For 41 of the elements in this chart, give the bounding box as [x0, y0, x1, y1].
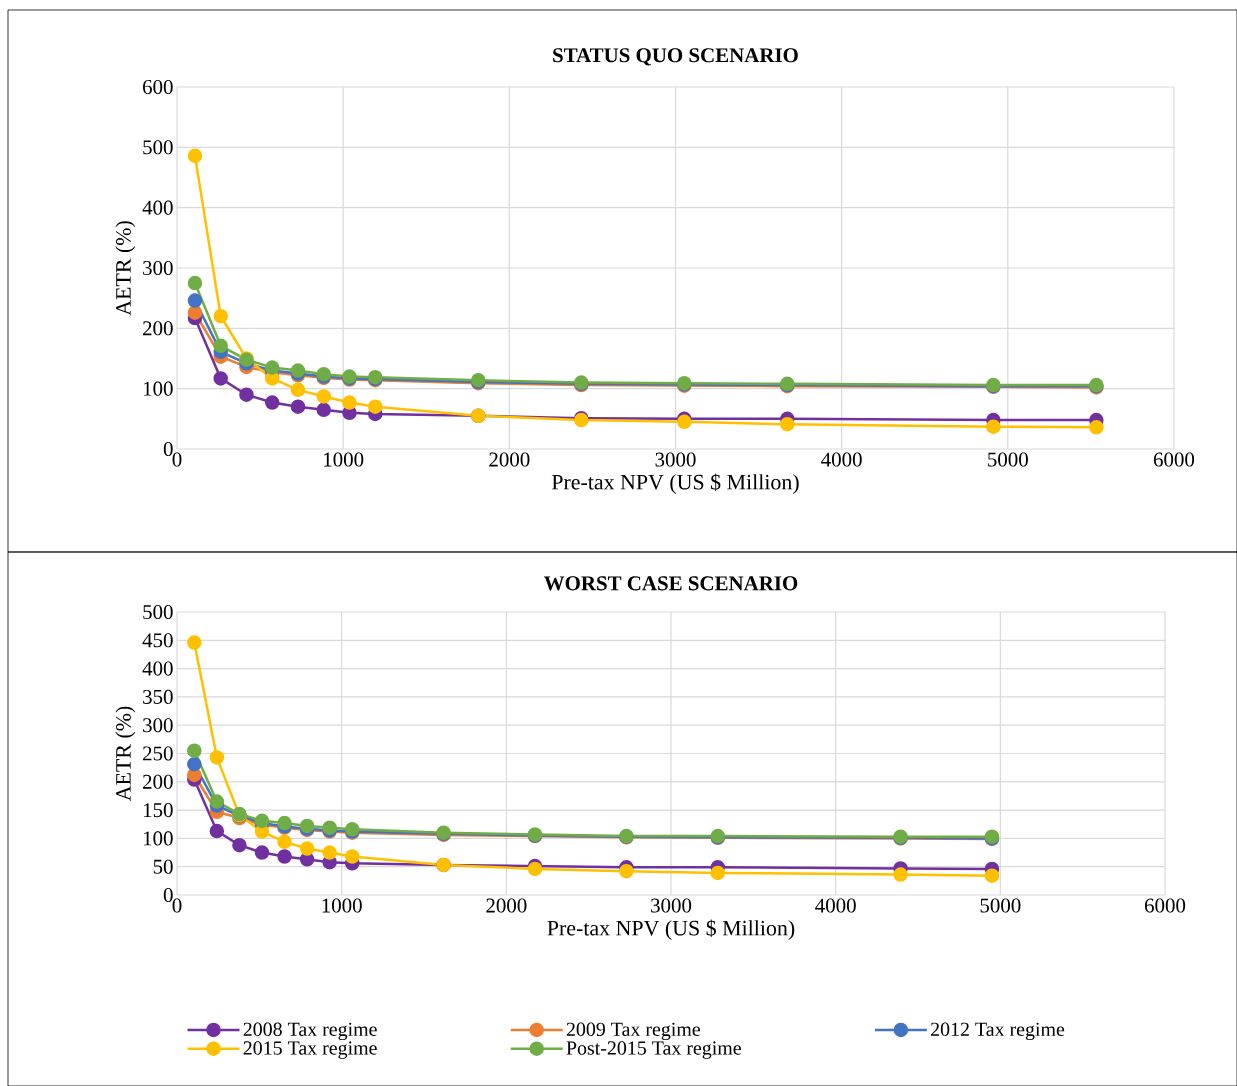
x-tick-label: 5000: [988, 452, 1028, 467]
legend-label: 2009 Tax regime: [566, 1022, 700, 1041]
y-tick-label: 200: [143, 774, 173, 789]
y-tick-label: 350: [143, 689, 173, 704]
legend-label: 2008 Tax regime: [243, 1022, 377, 1041]
y-tick-label: 150: [143, 803, 173, 818]
y-tick-label: 50: [153, 859, 173, 874]
x-tick-label: 3000: [655, 452, 696, 467]
x-tick-label: 6000: [1145, 898, 1186, 913]
legend-label: 2015 Tax regime: [243, 1041, 377, 1059]
x-tick-label: 5000: [980, 898, 1021, 913]
y-tick-label: 500: [143, 140, 173, 155]
x-tick-label: 4000: [815, 898, 856, 913]
y-tick-label: 0: [163, 887, 173, 903]
chart-title: STATUS QUO SCENARIO: [553, 48, 798, 66]
y-tick-label: 100: [143, 831, 173, 846]
y-tick-label: 300: [143, 718, 173, 733]
legend-label: 2012 Tax regime: [931, 1022, 1065, 1041]
legend-label: Post-2015 Tax regime: [566, 1041, 741, 1059]
y-tick-label: 500: [143, 604, 173, 620]
y-tick-label: 400: [142, 200, 173, 215]
x-axis-title: Pre-tax NPV (US $ Million): [551, 473, 799, 494]
chart-title: WORST CASE SCENARIO: [544, 576, 798, 591]
x-axis-title: Pre-tax NPV (US $ Million): [547, 919, 795, 941]
y-tick-label: 100: [143, 381, 173, 396]
y-axis-title: AETR (%): [115, 221, 136, 316]
x-tick-label: 4000: [821, 452, 862, 467]
x-tick-label: 1000: [322, 898, 362, 913]
x-tick-label: 2000: [489, 452, 530, 467]
y-tick-label: 250: [143, 746, 173, 761]
y-tick-label: 450: [142, 633, 173, 648]
y-tick-label: 600: [143, 79, 173, 95]
y-tick-label: 300: [143, 260, 173, 276]
y-tick-label: 400: [142, 661, 173, 676]
x-tick-label: 1000: [324, 452, 364, 467]
y-tick-label: 0: [163, 441, 173, 457]
x-tick-label: 2000: [486, 898, 527, 913]
y-axis-title: AETR (%): [115, 706, 136, 802]
x-tick-label: 3000: [651, 898, 692, 913]
y-tick-label: 200: [143, 321, 173, 336]
x-tick-label: 6000: [1153, 452, 1195, 467]
